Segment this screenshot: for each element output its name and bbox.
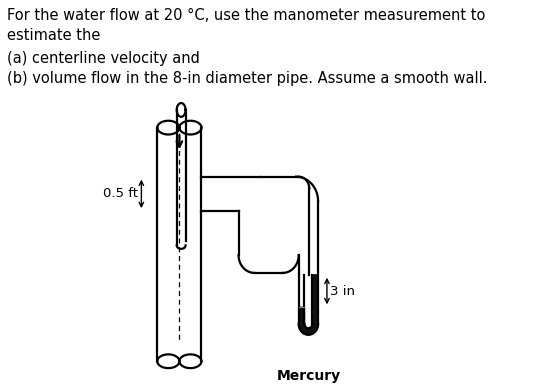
Text: (a) centerline velocity and: (a) centerline velocity and [7,51,200,66]
Text: (b) volume flow in the 8-in diameter pipe. Assume a smooth wall.: (b) volume flow in the 8-in diameter pip… [7,71,488,86]
Text: 0.5 ft: 0.5 ft [103,187,138,200]
Text: 3 in: 3 in [330,285,355,298]
Polygon shape [299,275,318,335]
Text: Mercury: Mercury [276,369,341,383]
Text: For the water flow at 20 °C, use the manometer measurement to
estimate the: For the water flow at 20 °C, use the man… [7,8,485,43]
